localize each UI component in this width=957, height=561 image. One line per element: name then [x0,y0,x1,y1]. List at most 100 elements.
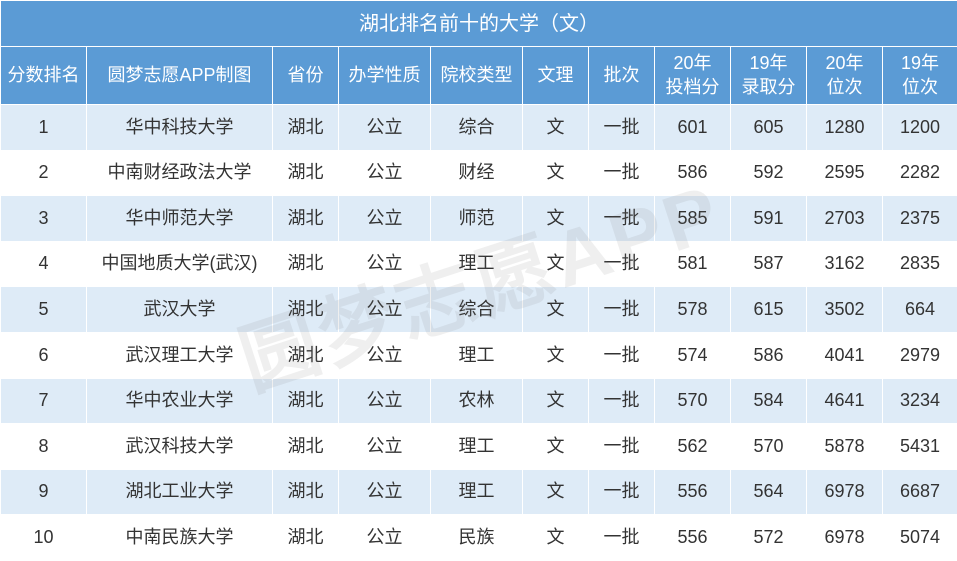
cell-r19: 2375 [883,196,957,242]
cell-r20: 4041 [807,332,883,378]
cell-rank: 1 [1,105,87,151]
cell-r20: 1280 [807,105,883,151]
cell-name: 华中科技大学 [87,105,273,151]
cell-type: 理工 [431,424,523,470]
table-row: 10中南民族大学湖北公立民族文一批55657269785074 [1,515,957,561]
cell-s20: 585 [655,196,731,242]
cell-type: 师范 [431,196,523,242]
cell-name: 湖北工业大学 [87,469,273,515]
cell-name: 华中农业大学 [87,378,273,424]
cell-nature: 公立 [339,287,431,333]
cell-wl: 文 [523,424,589,470]
cell-r20: 6978 [807,515,883,561]
cell-s19: 564 [731,469,807,515]
table-row: 4中国地质大学(武汉)湖北公立理工文一批58158731622835 [1,241,957,287]
cell-r19: 2835 [883,241,957,287]
cell-r20: 2703 [807,196,883,242]
cell-type: 理工 [431,241,523,287]
cell-prov: 湖北 [273,378,339,424]
header-row: 分数排名圆梦志愿APP制图省份办学性质院校类型文理批次20年投档分19年录取分2… [1,47,957,105]
cell-nature: 公立 [339,241,431,287]
cell-s19: 605 [731,105,807,151]
cell-prov: 湖北 [273,105,339,151]
cell-batch: 一批 [589,469,655,515]
cell-rank: 8 [1,424,87,470]
cell-r20: 5878 [807,424,883,470]
cell-s19: 572 [731,515,807,561]
cell-s19: 587 [731,241,807,287]
cell-batch: 一批 [589,424,655,470]
cell-rank: 9 [1,469,87,515]
cell-s19: 592 [731,150,807,196]
cell-batch: 一批 [589,105,655,151]
table-row: 1华中科技大学湖北公立综合文一批60160512801200 [1,105,957,151]
cell-type: 农林 [431,378,523,424]
cell-r20: 3502 [807,287,883,333]
cell-s19: 615 [731,287,807,333]
cell-nature: 公立 [339,105,431,151]
ranking-table: 湖北排名前十的大学（文） 分数排名圆梦志愿APP制图省份办学性质院校类型文理批次… [0,0,957,561]
cell-prov: 湖北 [273,287,339,333]
cell-s20: 601 [655,105,731,151]
cell-r19: 2282 [883,150,957,196]
cell-nature: 公立 [339,469,431,515]
cell-s20: 578 [655,287,731,333]
table-title: 湖北排名前十的大学（文） [1,1,957,47]
cell-wl: 文 [523,150,589,196]
cell-s19: 586 [731,332,807,378]
cell-rank: 4 [1,241,87,287]
cell-nature: 公立 [339,332,431,378]
column-header: 20年投档分 [655,47,731,105]
cell-name: 武汉科技大学 [87,424,273,470]
table-row: 6武汉理工大学湖北公立理工文一批57458640412979 [1,332,957,378]
cell-name: 中国地质大学(武汉) [87,241,273,287]
cell-r19: 5074 [883,515,957,561]
cell-r19: 5431 [883,424,957,470]
cell-batch: 一批 [589,332,655,378]
cell-wl: 文 [523,378,589,424]
cell-prov: 湖北 [273,469,339,515]
column-header: 办学性质 [339,47,431,105]
column-header: 批次 [589,47,655,105]
table-row: 7华中农业大学湖北公立农林文一批57058446413234 [1,378,957,424]
cell-type: 理工 [431,469,523,515]
cell-prov: 湖北 [273,424,339,470]
cell-s19: 570 [731,424,807,470]
title-row: 湖北排名前十的大学（文） [1,1,957,47]
cell-r19: 664 [883,287,957,333]
cell-s20: 556 [655,515,731,561]
column-header: 文理 [523,47,589,105]
cell-batch: 一批 [589,515,655,561]
cell-s19: 591 [731,196,807,242]
table-row: 9湖北工业大学湖北公立理工文一批55656469786687 [1,469,957,515]
cell-name: 中南财经政法大学 [87,150,273,196]
cell-wl: 文 [523,515,589,561]
cell-name: 中南民族大学 [87,515,273,561]
cell-batch: 一批 [589,150,655,196]
cell-rank: 6 [1,332,87,378]
column-header: 省份 [273,47,339,105]
column-header: 19年录取分 [731,47,807,105]
column-header: 圆梦志愿APP制图 [87,47,273,105]
cell-s20: 556 [655,469,731,515]
cell-s20: 574 [655,332,731,378]
cell-nature: 公立 [339,424,431,470]
cell-batch: 一批 [589,241,655,287]
cell-s20: 570 [655,378,731,424]
cell-rank: 7 [1,378,87,424]
cell-wl: 文 [523,287,589,333]
table-container: 湖北排名前十的大学（文） 分数排名圆梦志愿APP制图省份办学性质院校类型文理批次… [0,0,957,561]
column-header: 19年位次 [883,47,957,105]
cell-s20: 581 [655,241,731,287]
cell-r20: 6978 [807,469,883,515]
cell-type: 综合 [431,105,523,151]
cell-rank: 2 [1,150,87,196]
cell-nature: 公立 [339,150,431,196]
cell-rank: 3 [1,196,87,242]
cell-r19: 2979 [883,332,957,378]
cell-type: 理工 [431,332,523,378]
cell-s20: 562 [655,424,731,470]
cell-type: 民族 [431,515,523,561]
cell-wl: 文 [523,332,589,378]
cell-prov: 湖北 [273,515,339,561]
